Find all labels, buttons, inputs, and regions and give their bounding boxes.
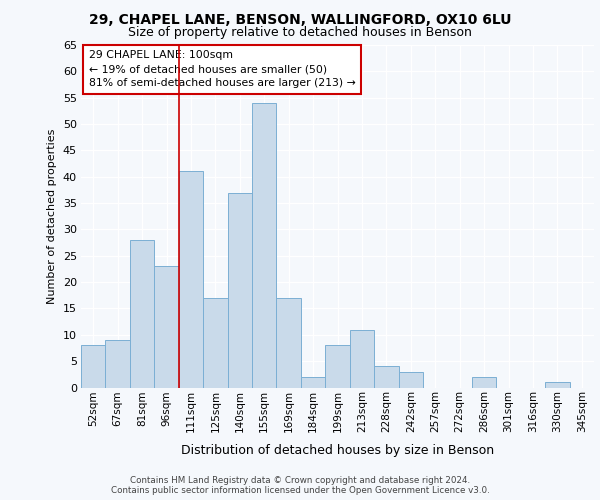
Bar xyxy=(325,346,350,388)
Bar xyxy=(350,330,374,388)
Bar xyxy=(154,266,179,388)
Text: Contains public sector information licensed under the Open Government Licence v3: Contains public sector information licen… xyxy=(110,486,490,495)
Bar xyxy=(374,366,398,388)
Bar xyxy=(227,192,252,388)
Text: 29 CHAPEL LANE: 100sqm
← 19% of detached houses are smaller (50)
81% of semi-det: 29 CHAPEL LANE: 100sqm ← 19% of detached… xyxy=(89,50,355,88)
Bar xyxy=(398,372,423,388)
Bar xyxy=(472,377,496,388)
Bar xyxy=(81,346,106,388)
Text: Contains HM Land Registry data © Crown copyright and database right 2024.: Contains HM Land Registry data © Crown c… xyxy=(130,476,470,485)
Bar xyxy=(301,377,325,388)
Bar xyxy=(545,382,569,388)
Text: Size of property relative to detached houses in Benson: Size of property relative to detached ho… xyxy=(128,26,472,39)
Bar xyxy=(106,340,130,388)
Bar xyxy=(179,172,203,388)
Text: 29, CHAPEL LANE, BENSON, WALLINGFORD, OX10 6LU: 29, CHAPEL LANE, BENSON, WALLINGFORD, OX… xyxy=(89,12,511,26)
Bar xyxy=(203,298,227,388)
Bar xyxy=(252,103,277,388)
Bar xyxy=(130,240,154,388)
Y-axis label: Number of detached properties: Number of detached properties xyxy=(47,128,57,304)
Bar xyxy=(277,298,301,388)
X-axis label: Distribution of detached houses by size in Benson: Distribution of detached houses by size … xyxy=(181,444,494,456)
